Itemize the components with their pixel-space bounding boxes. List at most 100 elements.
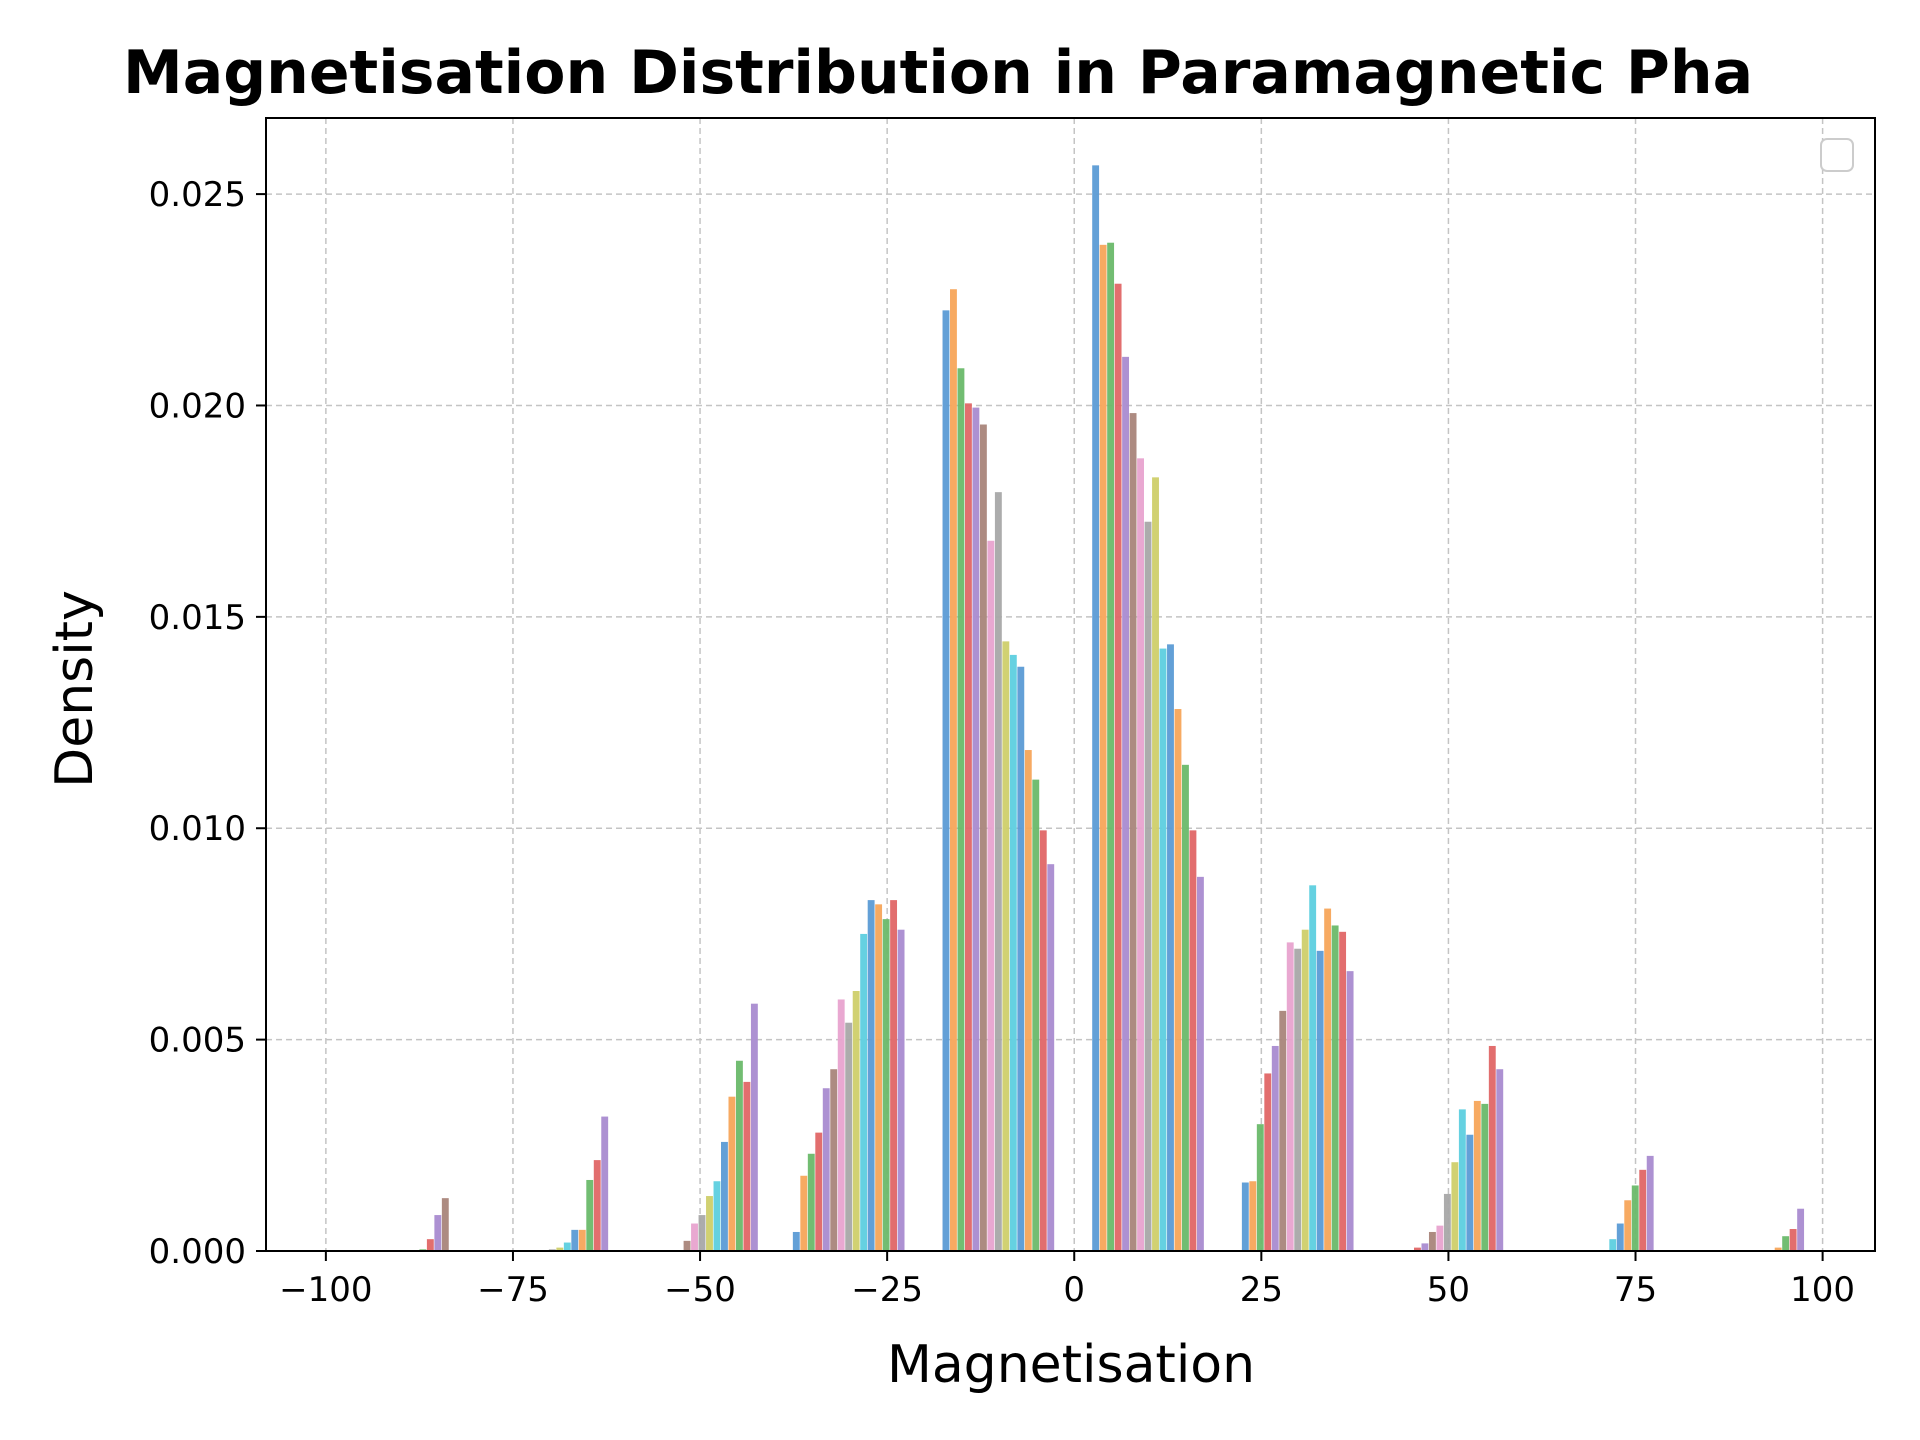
histogram-bar [426,1239,434,1251]
histogram-bar [800,1175,808,1251]
y-tick-label: 0.025 [149,175,246,215]
histogram-bar [957,368,965,1251]
histogram-bar [792,1231,800,1251]
histogram-bar [1196,876,1204,1251]
histogram-bar [987,540,995,1251]
histogram-bar [1488,1045,1496,1251]
x-tick-label: 50 [1427,1270,1470,1310]
x-axis-ticks: −100 −75 −50 −25 0 25 50 75 100 [279,1251,1855,1310]
histogram-bar [950,289,957,1252]
histogram-bar [1309,885,1317,1251]
histogram-bar [683,1240,691,1251]
histogram-bar [845,1022,853,1251]
histogram-bar [441,1198,449,1251]
histogram-bar [1458,1109,1466,1251]
histogram-bar [1301,929,1309,1251]
histogram-bar [1002,641,1010,1251]
histogram-bar [1092,165,1100,1252]
x-tick-label: 0 [1063,1270,1085,1310]
y-axis-label: Density [45,590,105,788]
histogram-bar [1451,1162,1459,1251]
histogram-bar [1346,971,1354,1251]
histogram-bar [1646,1155,1654,1251]
histogram-bar [1024,750,1032,1251]
plot-frame [265,117,1876,1252]
y-axis-ticks: 0.000 0.005 0.010 0.015 0.020 0.025 [149,175,266,1272]
histogram-bar [1294,948,1302,1251]
y-tick-label: 0.005 [149,1021,246,1061]
histogram-bar [1114,283,1122,1251]
histogram-bar [1436,1225,1444,1251]
histogram-bar [743,1081,751,1251]
histogram-bar [750,1003,758,1251]
histogram-bar [1774,1247,1782,1251]
histogram-bar [1331,925,1339,1251]
histogram-bar [964,403,972,1252]
histogram-bar [860,933,868,1251]
histogram-bar [698,1215,706,1251]
histogram-bar [1481,1103,1489,1251]
histogram-bar [1271,1045,1279,1251]
histogram-bar [728,1096,736,1251]
histogram-bar [890,900,898,1251]
histogram-bar [593,1160,601,1251]
histogram-bar [897,929,905,1251]
x-tick-label: 25 [1240,1270,1283,1310]
histogram-bar [1316,950,1324,1251]
histogram-bar [1137,458,1144,1251]
x-axis-label: Magnetisation [887,1335,1255,1395]
histogram-bar [822,1088,830,1251]
histogram-bar [1182,764,1189,1251]
histogram-bar [942,310,950,1252]
histogram-bar [1099,244,1107,1251]
histogram-bar [563,1242,571,1251]
histogram-bar [1107,242,1115,1252]
histogram-bar [1339,931,1347,1251]
histogram-bar [1167,644,1174,1251]
histogram-bar [601,1116,609,1251]
x-tick-label: −50 [664,1270,736,1310]
y-tick-label: 0.020 [149,386,246,426]
histogram-bar [1466,1134,1474,1251]
histogram-bar [1241,1182,1249,1251]
y-tick-label: 0.015 [149,598,246,638]
x-tick-label: 100 [1790,1270,1855,1310]
histogram-bar [434,1215,442,1251]
histogram-bar [807,1153,815,1251]
histogram-bar [1047,864,1055,1251]
histogram-bar [713,1181,721,1251]
chart-title: Magnetisation Distribution in Paramagnet… [123,38,1753,108]
histogram-bar [1286,942,1294,1251]
histogram-bar [1414,1247,1421,1251]
x-tick-label: −25 [851,1270,923,1310]
histogram-bar [972,407,980,1251]
histogram-bar [1789,1229,1797,1251]
histogram-bar [1189,830,1197,1251]
histogram-bar [1631,1185,1639,1251]
histogram-bar [1624,1200,1632,1251]
histogram-bar [1174,709,1182,1251]
histogram-bar [1144,521,1152,1251]
histogram-bar [1616,1223,1624,1251]
histogram-bar [867,900,875,1251]
histogram-bar [721,1141,728,1251]
histogram-bar [994,492,1002,1251]
y-tick-label: 0.010 [149,809,246,849]
histogram-bar [837,999,845,1251]
y-tick-label: 0.000 [149,1232,246,1272]
x-tick-label: −100 [279,1270,372,1310]
histogram-bar [571,1229,579,1251]
histogram-bar [1443,1193,1451,1251]
histogram-bar [1122,356,1130,1251]
histogram-bar [691,1223,698,1251]
histogram-bar [1039,830,1047,1251]
histogram-bar [1129,413,1137,1252]
histogram-bar [1421,1243,1429,1251]
histogram-bar [1609,1239,1617,1251]
histogram-bar [1264,1073,1272,1251]
histogram-bar [979,424,987,1252]
histogram-bar [852,991,860,1251]
histogram-bar [1159,648,1167,1251]
histogram-bar [556,1247,564,1251]
